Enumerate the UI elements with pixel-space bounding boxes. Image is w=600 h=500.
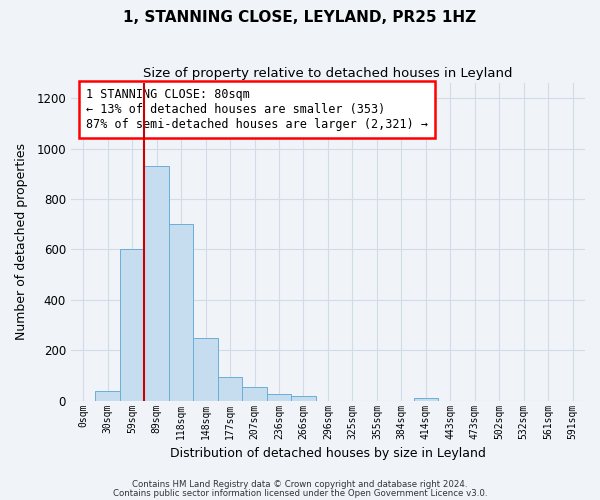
Bar [242, 387, 267, 400]
Bar [120, 250, 145, 400]
X-axis label: Distribution of detached houses by size in Leyland: Distribution of detached houses by size … [170, 447, 486, 460]
Bar [145, 166, 169, 400]
Bar [95, 391, 120, 400]
Bar [218, 376, 242, 400]
Y-axis label: Number of detached properties: Number of detached properties [15, 144, 28, 340]
Title: Size of property relative to detached houses in Leyland: Size of property relative to detached ho… [143, 68, 513, 80]
Text: 1 STANNING CLOSE: 80sqm
← 13% of detached houses are smaller (353)
87% of semi-d: 1 STANNING CLOSE: 80sqm ← 13% of detache… [86, 88, 428, 131]
Bar [169, 224, 193, 400]
Text: Contains public sector information licensed under the Open Government Licence v3: Contains public sector information licen… [113, 488, 487, 498]
Bar [193, 338, 218, 400]
Text: Contains HM Land Registry data © Crown copyright and database right 2024.: Contains HM Land Registry data © Crown c… [132, 480, 468, 489]
Text: 1, STANNING CLOSE, LEYLAND, PR25 1HZ: 1, STANNING CLOSE, LEYLAND, PR25 1HZ [124, 10, 476, 25]
Bar [267, 394, 291, 400]
Bar [413, 398, 438, 400]
Bar [291, 396, 316, 400]
